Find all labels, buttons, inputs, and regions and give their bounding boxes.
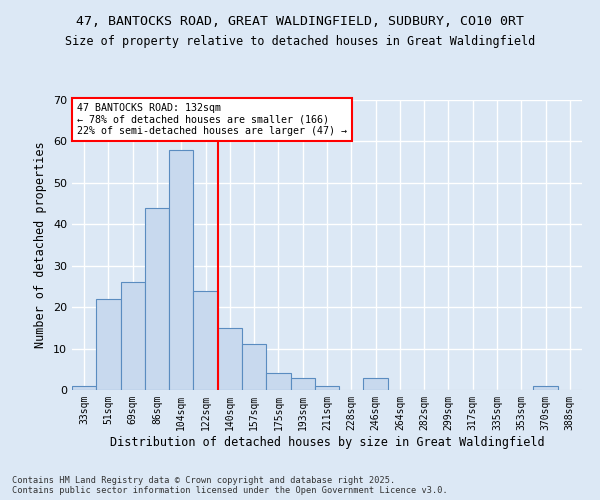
Bar (193, 290, 218, 390)
Bar (145, 208, 169, 390)
Bar (169, 150, 193, 390)
Bar (96, 299, 121, 390)
Bar (290, 378, 315, 390)
Bar (533, 386, 558, 390)
Bar (242, 344, 266, 390)
Bar (315, 386, 339, 390)
X-axis label: Distribution of detached houses by size in Great Waldingfield: Distribution of detached houses by size … (110, 436, 544, 448)
Text: 47 BANTOCKS ROAD: 132sqm
← 78% of detached houses are smaller (166)
22% of semi-: 47 BANTOCKS ROAD: 132sqm ← 78% of detach… (77, 103, 347, 136)
Text: Contains HM Land Registry data © Crown copyright and database right 2025.
Contai: Contains HM Land Registry data © Crown c… (12, 476, 448, 495)
Bar (266, 374, 290, 390)
Bar (72, 386, 96, 390)
Bar (364, 378, 388, 390)
Bar (218, 328, 242, 390)
Text: Size of property relative to detached houses in Great Waldingfield: Size of property relative to detached ho… (65, 35, 535, 48)
Bar (121, 282, 145, 390)
Y-axis label: Number of detached properties: Number of detached properties (34, 142, 47, 348)
Text: 47, BANTOCKS ROAD, GREAT WALDINGFIELD, SUDBURY, CO10 0RT: 47, BANTOCKS ROAD, GREAT WALDINGFIELD, S… (76, 15, 524, 28)
